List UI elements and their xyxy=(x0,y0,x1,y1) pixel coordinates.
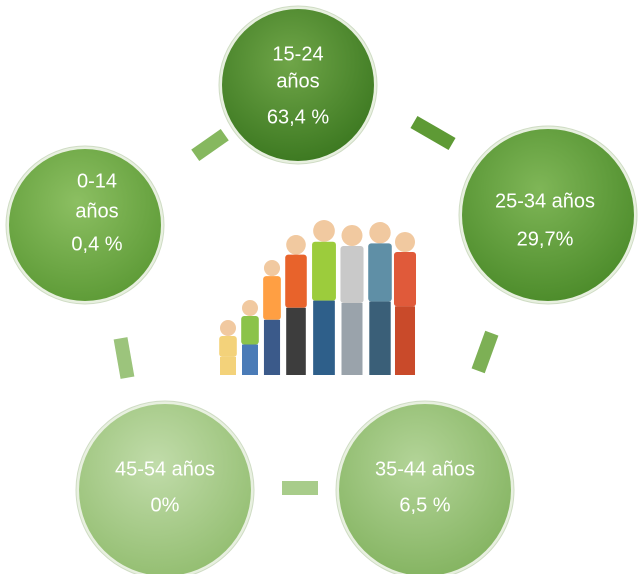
shirt xyxy=(312,241,336,301)
node-label: 6,5 % xyxy=(399,494,450,516)
pants xyxy=(263,319,281,375)
connector xyxy=(471,330,499,374)
head xyxy=(313,220,335,242)
head xyxy=(394,232,416,253)
shirt xyxy=(368,243,392,302)
node-label: 0-14 xyxy=(77,170,117,192)
node: 0-14 años 0,4 % xyxy=(5,145,165,305)
people-illustration xyxy=(219,220,417,375)
node-label: años xyxy=(75,200,118,222)
node-label: años xyxy=(276,70,319,92)
node: 25-34 años 29,7% xyxy=(458,125,638,305)
pants xyxy=(313,300,335,375)
pants xyxy=(341,303,363,375)
node-label: 15-24 xyxy=(272,43,323,65)
shirt xyxy=(340,246,364,303)
node-label: 63,4 % xyxy=(267,106,329,128)
head xyxy=(286,235,306,255)
pants xyxy=(220,356,236,375)
pants xyxy=(286,307,306,375)
connector xyxy=(191,128,229,162)
head xyxy=(220,320,236,336)
head xyxy=(341,225,363,246)
node-label: 25-34 años xyxy=(495,190,595,212)
shirt xyxy=(241,316,259,345)
node-label: 45-54 años xyxy=(115,458,215,480)
connector xyxy=(282,481,318,495)
shirt xyxy=(219,336,237,357)
node-label: 0% xyxy=(151,494,180,516)
pants xyxy=(242,344,258,375)
node-circle xyxy=(79,404,251,574)
head xyxy=(242,300,258,316)
node-circle xyxy=(462,129,634,301)
connectors xyxy=(113,115,499,495)
nodes: 15-24 años 63,4 % 25-34 años 29,7% 35-44 años… xyxy=(5,5,638,574)
node-circle xyxy=(9,149,161,301)
shirt xyxy=(263,276,281,320)
connector xyxy=(113,337,135,379)
node-label: 0,4 % xyxy=(71,233,122,255)
head xyxy=(263,260,281,277)
node-circle xyxy=(222,9,374,161)
shirt xyxy=(285,254,307,308)
connector xyxy=(410,115,456,151)
node: 35-44 años 6,5 % xyxy=(335,400,515,574)
pants xyxy=(394,306,416,375)
node: 15-24 años 63,4 % xyxy=(218,5,378,165)
shirt xyxy=(393,252,417,307)
node-circle xyxy=(339,404,511,574)
node: 45-54 años 0% xyxy=(75,400,255,574)
node-label: 35-44 años xyxy=(375,458,475,480)
node-label: 29,7% xyxy=(517,228,574,250)
head xyxy=(369,222,391,244)
pants xyxy=(369,301,391,375)
